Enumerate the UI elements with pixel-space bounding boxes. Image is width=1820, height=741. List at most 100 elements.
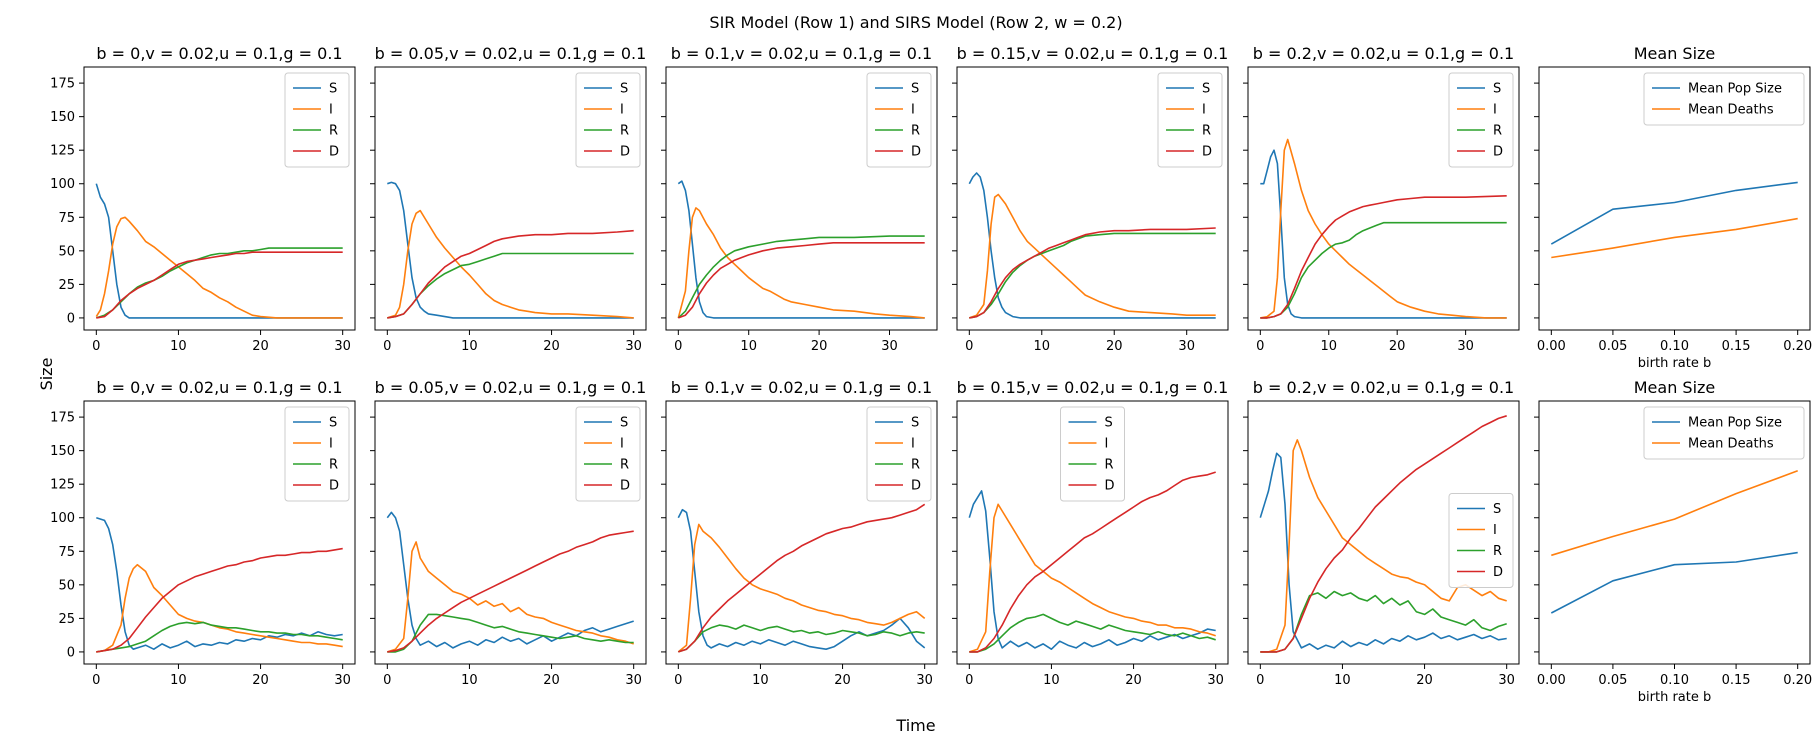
series-line-r bbox=[1260, 221, 1507, 319]
x-tick-label: 20 bbox=[834, 673, 851, 688]
axes-frame bbox=[1247, 400, 1520, 665]
series-line-d bbox=[96, 251, 343, 319]
axes-frame bbox=[1247, 66, 1520, 331]
legend-entry: D bbox=[620, 479, 630, 494]
axes-frame bbox=[1538, 400, 1811, 665]
x-tick-label: 0 bbox=[1256, 673, 1264, 688]
series-lines bbox=[95, 183, 343, 319]
series-lines bbox=[968, 471, 1216, 653]
legend-entry: D bbox=[329, 479, 339, 494]
series-lines bbox=[1260, 138, 1507, 319]
x-tick-label: 30 bbox=[1207, 673, 1224, 688]
x-tick-label: 30 bbox=[916, 673, 933, 688]
series-line-i bbox=[95, 216, 343, 319]
series-line-i bbox=[387, 209, 634, 319]
legend-frame bbox=[866, 72, 932, 168]
legend-entry: I bbox=[1493, 103, 1497, 118]
legend-entry: S bbox=[1493, 502, 1501, 517]
x-tick-label: 0 bbox=[1256, 339, 1264, 354]
legend-frame bbox=[1157, 72, 1223, 168]
series-line-d bbox=[96, 547, 343, 653]
x-tick-label: 0.05 bbox=[1598, 673, 1627, 688]
subplot-r1-c6: Mean Size 0.00 0.05 0.10 0.15 0.20 birth rate … bbox=[1534, 44, 1812, 371]
x-tick-label: 10 bbox=[170, 339, 187, 354]
legend-entry: D bbox=[1105, 479, 1115, 494]
y-tick-label: 0 bbox=[67, 645, 75, 660]
legend-entry: I bbox=[1493, 523, 1497, 538]
legend-entry: Mean Pop Size bbox=[1688, 416, 1782, 431]
legend-entry: D bbox=[1493, 565, 1503, 580]
figure-y-label: Size bbox=[37, 358, 56, 391]
legend-frame bbox=[1448, 493, 1514, 588]
series-line-r bbox=[678, 624, 925, 653]
subplot-title: b = 0.1,v = 0.02,u = 0.1,g = 0.1 bbox=[671, 44, 932, 63]
legend-entry: S bbox=[329, 416, 337, 431]
y-tick-label: 25 bbox=[58, 278, 75, 293]
subplot-grid: b = 0,v = 0.02,u = 0.1,g = 0.1 0 10 20 30 0 25… bbox=[50, 44, 1812, 705]
x-tick-label: 30 bbox=[334, 339, 351, 354]
series-line-d bbox=[387, 530, 634, 653]
series-line-d bbox=[1260, 415, 1507, 653]
y-tick-label: 125 bbox=[50, 478, 75, 493]
legend-entry: Mean Deaths bbox=[1688, 437, 1774, 452]
y-tick-label: 175 bbox=[50, 411, 75, 426]
subplot-r2-c5: b = 0.2,v = 0.02,u = 0.1,g = 0.1 0 10 20 30 S… bbox=[1243, 378, 1520, 688]
y-tick-label: 0 bbox=[67, 311, 75, 326]
axes-frame bbox=[1538, 66, 1811, 331]
legend-entry: R bbox=[1493, 544, 1502, 559]
series-line-r bbox=[96, 621, 343, 653]
series-line-r bbox=[387, 613, 634, 653]
series-line-mean-pop-size bbox=[1550, 181, 1798, 245]
subplot-title: Mean Size bbox=[1634, 378, 1716, 397]
legend-frame bbox=[1448, 72, 1514, 168]
series-lines bbox=[96, 516, 343, 653]
x-tick-label: 20 bbox=[252, 673, 269, 688]
series-line-s bbox=[95, 183, 343, 319]
series-line-mean-deaths bbox=[1551, 470, 1798, 557]
series-line-i bbox=[969, 503, 1216, 653]
subplot-r1-c2: b = 0.05,v = 0.02,u = 0.1,g = 0.1 0 10 20 30… bbox=[370, 44, 647, 354]
subplot-title: b = 0.2,v = 0.02,u = 0.1,g = 0.1 bbox=[1253, 44, 1514, 63]
series-line-d bbox=[969, 227, 1216, 319]
x-tick-label: 30 bbox=[1457, 339, 1474, 354]
legend-frame bbox=[1643, 406, 1805, 460]
axes-frame bbox=[83, 400, 356, 665]
legend-entry: R bbox=[911, 124, 920, 139]
series-lines bbox=[677, 180, 925, 319]
legend-entry: I bbox=[620, 437, 624, 452]
x-tick-label: 10 bbox=[740, 339, 757, 354]
legend-entry: I bbox=[1105, 437, 1109, 452]
x-tick-label: 0.00 bbox=[1537, 673, 1566, 688]
legend-entry: I bbox=[911, 103, 915, 118]
legend-frame bbox=[1643, 72, 1805, 126]
y-tick-label: 50 bbox=[58, 578, 75, 593]
x-tick-label: 20 bbox=[811, 339, 828, 354]
series-lines bbox=[968, 172, 1216, 319]
x-tick-label: 0.15 bbox=[1722, 673, 1751, 688]
subplot-r1-c3: b = 0.1,v = 0.02,u = 0.1,g = 0.1 0 10 20 30 S… bbox=[661, 44, 938, 354]
series-line-mean-pop-size bbox=[1550, 551, 1798, 614]
subplot-title: b = 0.1,v = 0.02,u = 0.1,g = 0.1 bbox=[671, 378, 932, 397]
legend: Mean Pop Size Mean Deaths bbox=[1643, 406, 1805, 460]
x-tick-label: 0 bbox=[674, 339, 682, 354]
x-tick-label: 30 bbox=[625, 673, 642, 688]
x-tick-label: 10 bbox=[1334, 673, 1351, 688]
legend-entry: R bbox=[329, 124, 338, 139]
legend-frame bbox=[575, 72, 641, 168]
subplot-r1-c5: b = 0.2,v = 0.02,u = 0.1,g = 0.1 0 10 20 30 S… bbox=[1243, 44, 1520, 354]
series-lines bbox=[387, 181, 634, 319]
series-lines bbox=[677, 503, 926, 653]
y-tick-label: 150 bbox=[50, 110, 75, 125]
legend-entry: R bbox=[911, 458, 920, 473]
legend-entry: R bbox=[620, 458, 629, 473]
legend-entry: Mean Deaths bbox=[1688, 103, 1774, 118]
series-line-s bbox=[1260, 149, 1507, 319]
x-tick-label: 20 bbox=[543, 339, 560, 354]
x-tick-label: 20 bbox=[1389, 339, 1406, 354]
legend-entry: S bbox=[911, 416, 919, 431]
subplot-r2-c6: Mean Size 0.00 0.05 0.10 0.15 0.20 birth rate … bbox=[1534, 378, 1812, 705]
